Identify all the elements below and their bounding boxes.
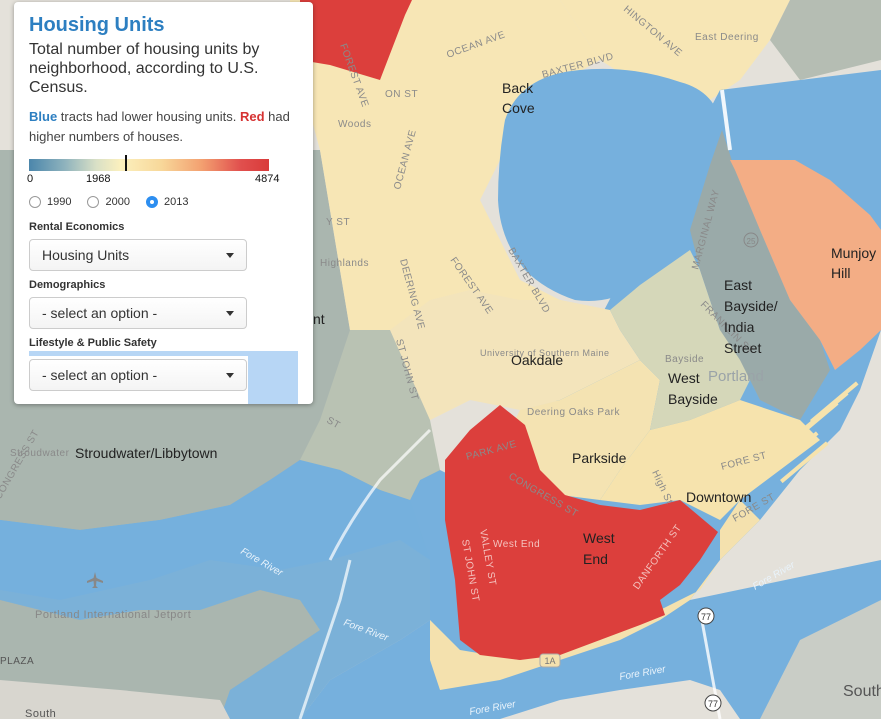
svg-text:77: 77 bbox=[708, 699, 718, 709]
basemap-label: South bbox=[843, 683, 881, 700]
note-red-word: Red bbox=[240, 109, 265, 124]
note-end-text: had higher numbers of houses. bbox=[29, 109, 290, 144]
tract-downtown[interactable] bbox=[600, 400, 820, 520]
tract-south-portland[interactable] bbox=[760, 600, 881, 719]
neighborhood-label-downtown: Downtown bbox=[686, 489, 751, 505]
tract-libbytown[interactable] bbox=[300, 330, 440, 500]
basemap-label: West End bbox=[493, 539, 540, 550]
select-value: - select an option - bbox=[42, 367, 158, 383]
select-value: Housing Units bbox=[42, 247, 130, 263]
dropdown-highlight-block bbox=[248, 351, 298, 404]
chevron-down-icon bbox=[226, 310, 234, 316]
select-value: - select an option - bbox=[42, 305, 158, 321]
basemap-label: South bbox=[25, 708, 56, 719]
route-shield-1a: 1A bbox=[539, 653, 561, 668]
demographics-select[interactable]: - select an option - bbox=[29, 297, 247, 329]
tract-parkside[interactable] bbox=[500, 360, 660, 500]
tract-top-red[interactable] bbox=[300, 0, 412, 80]
neighborhood-label-oakdale: Oakdale bbox=[511, 352, 563, 368]
lifestyle-select[interactable]: - select an option - bbox=[29, 359, 247, 391]
neighborhood-label-parkside: Parkside bbox=[572, 450, 627, 466]
year-label: 1990 bbox=[47, 196, 72, 208]
basemap-label: Portland bbox=[708, 368, 764, 385]
radio-circle-selected[interactable] bbox=[145, 196, 158, 208]
basemap-label: Deering Oaks Park bbox=[527, 407, 620, 418]
tract-south-portland-left[interactable] bbox=[0, 680, 230, 719]
tract-northeast-grey[interactable] bbox=[770, 0, 881, 80]
route-shield-77-bottom: 77 bbox=[704, 694, 722, 712]
route-shield-77-top: 77 bbox=[697, 607, 715, 625]
basemap-label: Woods bbox=[338, 119, 371, 130]
basemap-label: East Deering bbox=[695, 32, 759, 43]
legend-min-label: 0 bbox=[27, 173, 34, 185]
year-radio-2013[interactable]: 2013 bbox=[145, 196, 189, 208]
tract-west-bayside[interactable] bbox=[610, 250, 760, 430]
legend-max-label: 4874 bbox=[255, 173, 280, 185]
basemap-label: Bayside bbox=[665, 354, 704, 365]
section-label-lifestyle: Lifestyle & Public Safety bbox=[29, 337, 157, 349]
section-label-rental: Rental Economics bbox=[29, 221, 125, 233]
basemap-label: Stroudwater bbox=[10, 448, 70, 459]
airport-icon bbox=[87, 572, 103, 588]
neighborhood-label-back-cove: Back Cove bbox=[502, 80, 535, 116]
basemap-label: University of Southern Maine bbox=[480, 348, 610, 358]
panel-subtitle: Total number of housing units by neighbo… bbox=[29, 41, 260, 96]
basemap-label: Highlands bbox=[320, 258, 369, 269]
chevron-down-icon bbox=[226, 252, 234, 258]
basemap-label: Portland International Jetport bbox=[35, 609, 191, 621]
highway-295 bbox=[328, 428, 432, 561]
tract-east-bayside[interactable] bbox=[690, 130, 830, 420]
color-scale-bar bbox=[29, 155, 269, 171]
year-radio-2000[interactable]: 2000 bbox=[87, 196, 130, 208]
rental-economics-select[interactable]: Housing Units bbox=[29, 239, 247, 271]
neighborhood-label-stroudwater: Stroudwater/Libbytown bbox=[75, 445, 217, 461]
neighborhood-label-west-bayside: West Bayside bbox=[668, 370, 718, 407]
year-label: 2013 bbox=[163, 196, 189, 208]
info-panel: Housing Units Total number of housing un… bbox=[14, 2, 313, 404]
route-shield-25: 25 bbox=[743, 232, 759, 248]
note-mid-text: tracts had lower housing units. bbox=[57, 109, 240, 124]
basemap-label: PLAZA bbox=[0, 656, 34, 667]
panel-note: Blue tracts had lower housing units. Red… bbox=[29, 107, 298, 147]
piers bbox=[770, 381, 859, 484]
legend-marker bbox=[124, 155, 127, 171]
legend-mid-label: 1968 bbox=[86, 173, 111, 185]
dropdown-highlight-strip bbox=[29, 351, 248, 356]
bridge-back-cove bbox=[720, 89, 732, 151]
radio-circle[interactable] bbox=[87, 196, 100, 208]
year-radio-1990[interactable]: 1990 bbox=[29, 196, 71, 208]
year-radio-group: 1990 2000 2013 bbox=[29, 193, 298, 211]
svg-text:77: 77 bbox=[701, 612, 711, 622]
basemap-label: ON ST bbox=[385, 89, 418, 100]
neighborhood-labels: Back Cove Munjoy Hill East Bayside/India Str… bbox=[75, 80, 876, 567]
svg-text:25: 25 bbox=[747, 237, 756, 246]
neighborhood-label-partial: nt bbox=[313, 311, 325, 327]
legend-labels: 0 1968 4874 bbox=[27, 173, 298, 189]
tract-waterfront[interactable] bbox=[430, 500, 760, 690]
radio-circle[interactable] bbox=[29, 196, 41, 208]
tract-oakdale[interactable] bbox=[390, 290, 640, 420]
basemap-label: Y ST bbox=[326, 217, 350, 228]
neighborhood-label-east-bayside: East Bayside/India Street bbox=[724, 277, 778, 356]
section-label-demographics: Demographics bbox=[29, 279, 106, 291]
tract-east-deering[interactable] bbox=[560, 0, 790, 100]
neighborhood-label-munjoy-hill: Munjoy Hill bbox=[831, 245, 876, 281]
panel-title: Housing Units bbox=[29, 14, 165, 36]
year-label: 2000 bbox=[105, 196, 130, 208]
chevron-down-icon bbox=[226, 372, 234, 378]
tract-munjoy-hill[interactable] bbox=[730, 160, 881, 370]
highway-1 bbox=[298, 559, 352, 719]
svg-text:1A: 1A bbox=[544, 656, 555, 666]
neighborhood-label-west-end: West End bbox=[583, 530, 615, 567]
tract-west-end[interactable] bbox=[445, 405, 718, 660]
note-blue-word: Blue bbox=[29, 109, 58, 124]
